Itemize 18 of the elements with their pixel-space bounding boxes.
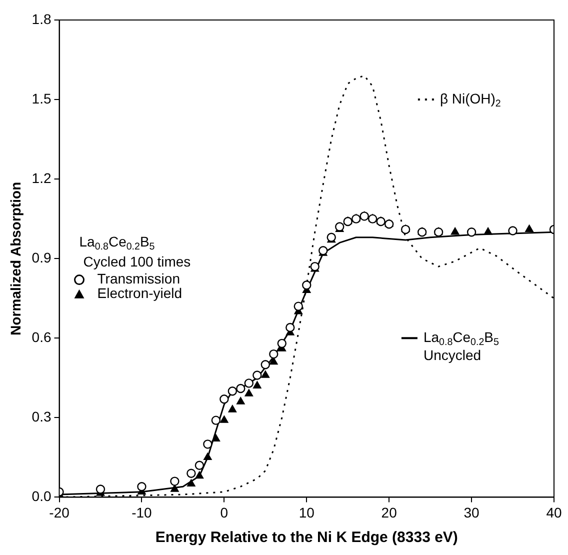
y-axis-title: Normalized Absorption bbox=[7, 182, 24, 336]
x-axis-title: Energy Relative to the Ni K Edge (8333 eV) bbox=[155, 529, 458, 546]
x-tick-label: -20 bbox=[49, 504, 70, 520]
y-tick-label: 0.0 bbox=[32, 488, 52, 504]
y-tick-label: 0.6 bbox=[32, 328, 52, 345]
y-tick-label: 0.3 bbox=[32, 408, 52, 425]
y-tick-label: 1.2 bbox=[32, 170, 52, 186]
x-tick-label: 0 bbox=[220, 504, 228, 520]
x-tick-label: -10 bbox=[132, 504, 152, 520]
legend-label: Electron-yield bbox=[97, 285, 182, 302]
y-tick-label: 1.8 bbox=[32, 10, 52, 27]
x-tick-label: 20 bbox=[381, 504, 398, 520]
x-tick-label: 40 bbox=[546, 504, 562, 520]
x-tick-label: 30 bbox=[464, 504, 480, 520]
y-tick-label: 1.5 bbox=[32, 90, 52, 106]
legend-label: Transmission bbox=[97, 270, 180, 287]
y-tick-label: 0.9 bbox=[32, 249, 52, 266]
x-tick-label: 10 bbox=[298, 504, 315, 520]
